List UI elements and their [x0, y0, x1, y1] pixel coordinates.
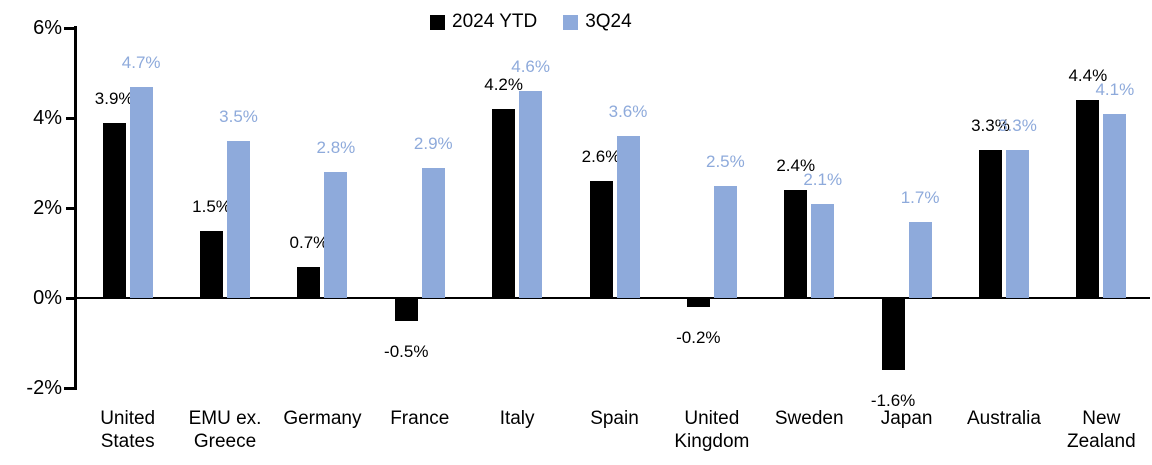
bar-3q24 [519, 91, 543, 298]
y-axis-tick [66, 206, 77, 210]
value-label: 3.3% [971, 115, 1010, 135]
value-label: 4.4% [1068, 66, 1108, 85]
value-label: 2.1% [803, 169, 843, 189]
value-label: 3.3% [998, 115, 1037, 135]
value-label: -1.6% [870, 391, 916, 410]
bar-2024-ytd [200, 230, 224, 298]
y-axis-tick [64, 386, 77, 390]
y-axis-tick-label: 2% [33, 197, 62, 219]
category-label: France [390, 408, 450, 429]
bar-3q24 [421, 167, 445, 298]
value-label: 3.9% [94, 88, 134, 108]
legend-swatch-3q24 [563, 14, 579, 30]
value-label: -0.2% [676, 328, 721, 347]
legend-item-2024-ytd: 2024 YTD [430, 12, 537, 32]
value-label: 2.9% [413, 133, 453, 153]
bar-2024-ytd [1076, 100, 1100, 298]
value-label: 4.6% [511, 57, 550, 76]
value-label: 0.7% [289, 232, 329, 252]
y-axis-tick [64, 26, 77, 30]
bar-2024-ytd [686, 298, 710, 307]
y-axis-tick-label: 6% [33, 17, 62, 39]
category-label: Australia [966, 408, 1041, 429]
zero-baseline [75, 297, 1150, 299]
y-axis-tick [66, 296, 77, 300]
category-label: Italy [499, 408, 535, 429]
value-label: 2.8% [316, 138, 356, 157]
bar-3q24 [129, 86, 153, 298]
bar-3q24 [908, 221, 932, 298]
bar-2024-ytd [297, 266, 321, 298]
bar-3q24 [1005, 149, 1029, 298]
category-label: United States [100, 408, 156, 452]
bar-2024-ytd [784, 190, 808, 298]
bar-3q24 [616, 136, 640, 298]
bar-3q24 [1103, 113, 1127, 298]
bar-2024-ytd [881, 298, 905, 370]
y-axis-tick-label: 4% [33, 107, 62, 129]
bar-3q24 [811, 203, 835, 298]
category-label: New Zealand [1066, 408, 1136, 452]
value-label: 1.5% [192, 196, 231, 216]
value-label: 2.6% [581, 147, 621, 166]
legend-swatch-2024-ytd [430, 14, 445, 30]
value-label: 2.4% [776, 156, 816, 175]
category-label: Japan [880, 408, 933, 429]
bar-2024-ytd [589, 181, 613, 298]
category-label: Sweden [774, 408, 844, 429]
value-label: 4.2% [484, 75, 523, 94]
category-label: Spain [590, 408, 639, 429]
value-label: 3.5% [219, 106, 258, 126]
legend-label-2024-ytd: 2024 YTD [452, 11, 538, 32]
chart-legend: 2024 YTD 3Q24 [430, 12, 632, 32]
category-label: United Kingdom [674, 408, 750, 452]
legend-item-3q24: 3Q24 [563, 11, 632, 32]
category-label: Germany [283, 408, 362, 429]
value-label: 3.6% [608, 102, 648, 121]
bar-3q24 [324, 172, 348, 298]
bar-2024-ytd [102, 122, 126, 298]
bar-2024-ytd [492, 109, 516, 298]
value-label: 1.7% [900, 187, 940, 207]
value-label: 4.1% [1095, 79, 1135, 99]
bar-2024-ytd [978, 149, 1002, 298]
legend-label-3q24: 3Q24 [585, 11, 632, 32]
y-axis-tick-label: -2% [26, 377, 62, 399]
y-axis-tick-label: 0% [33, 287, 62, 309]
y-axis-tick [66, 116, 77, 120]
bar-3q24 [227, 140, 251, 298]
category-label: EMU ex. Greece [188, 408, 262, 452]
bar-3q24 [713, 185, 737, 298]
value-label: 4.7% [121, 52, 161, 72]
bar-2024-ytd [394, 298, 418, 321]
value-label: -0.5% [384, 341, 429, 361]
value-label: 2.5% [705, 151, 745, 171]
